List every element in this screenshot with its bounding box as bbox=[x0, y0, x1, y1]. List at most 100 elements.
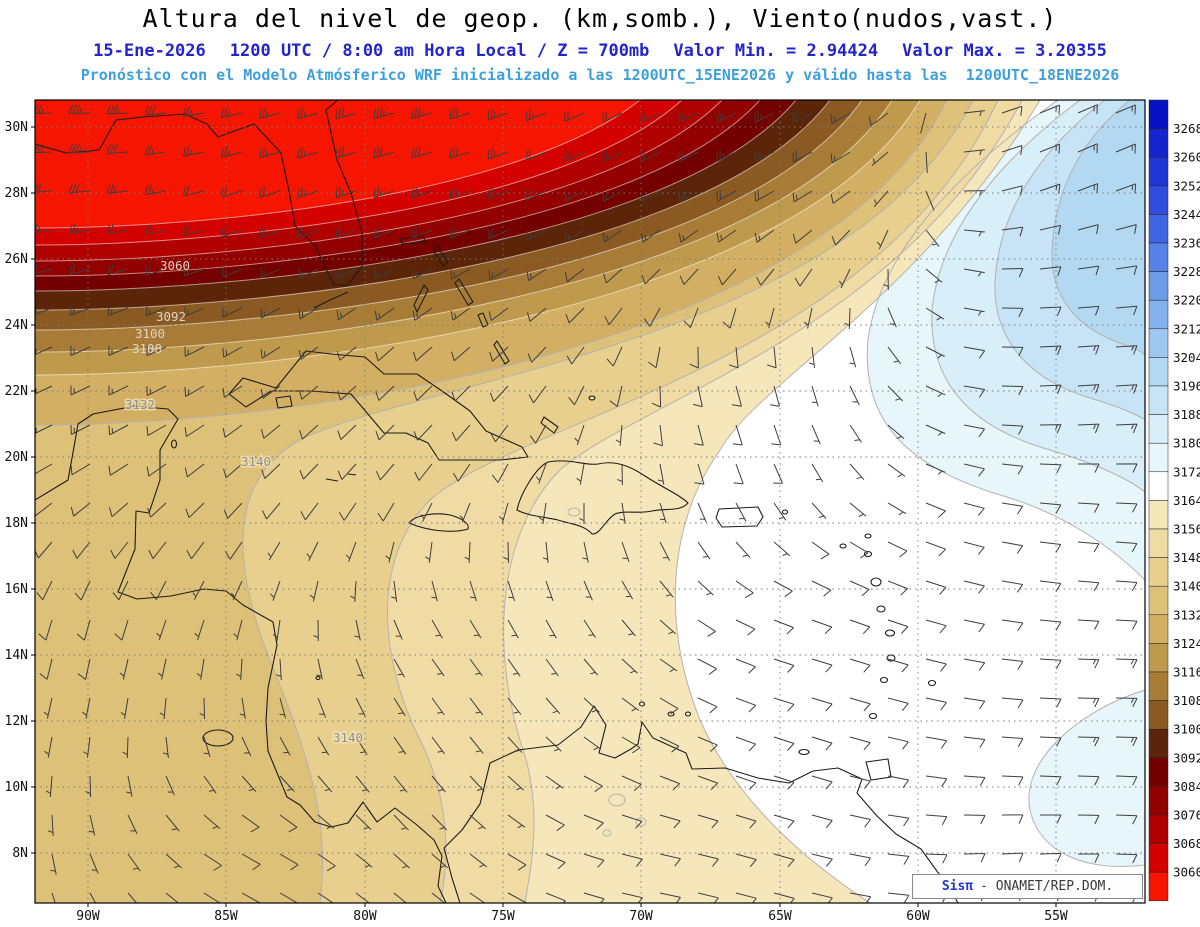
subtitle-max-value: Valor Max. = 3.20355 bbox=[902, 41, 1107, 61]
shading-bands bbox=[35, 100, 1145, 903]
colorbar-cell bbox=[1148, 500, 1169, 530]
lat-tick-label: 18N bbox=[5, 516, 28, 531]
colorbar-tick-label: 3156 bbox=[1173, 522, 1200, 537]
colorbar-cell bbox=[1148, 414, 1169, 444]
subtitle-time-level: 1200 UTC / 8:00 am Hora Local / Z = 700m… bbox=[229, 41, 650, 61]
colorbar-tick-label: 3212 bbox=[1173, 321, 1200, 336]
colorbar-tick-label: 3172 bbox=[1173, 464, 1200, 479]
colorbar-tick-label: 3220 bbox=[1173, 293, 1200, 308]
colorbar-cell bbox=[1148, 585, 1169, 616]
colorbar-tick-label: 3260 bbox=[1173, 150, 1200, 165]
lon-tick-label: 85W bbox=[214, 909, 238, 924]
lon-tick-label: 80W bbox=[353, 909, 377, 924]
colorbar-tick-label: 3196 bbox=[1173, 379, 1200, 394]
contour-label: 3132 bbox=[125, 397, 155, 412]
lon-tick-label: 60W bbox=[906, 909, 930, 924]
colorbar-tick-label: 3100 bbox=[1173, 722, 1200, 737]
lat-tick-label: 12N bbox=[5, 714, 28, 729]
colorbar-cell bbox=[1148, 99, 1169, 129]
colorbar-cell bbox=[1148, 814, 1169, 844]
colorbar-tick-label: 3108 bbox=[1173, 693, 1200, 708]
colorbar-tick-label: 3268 bbox=[1173, 121, 1200, 136]
credit-text: - ONAMET/REP.DOM. bbox=[980, 879, 1114, 894]
lon-tick-label: 90W bbox=[76, 909, 100, 924]
lat-tick-label: 20N bbox=[5, 450, 28, 465]
contour-label: 3092 bbox=[156, 309, 186, 324]
colorbar-cell bbox=[1148, 271, 1169, 301]
coastlines bbox=[35, 100, 959, 903]
colorbar-tick-label: 3244 bbox=[1173, 207, 1200, 222]
chart-subtitle-line1: 15-Ene-2026 1200 UTC / 8:00 am Hora Local… bbox=[0, 41, 1200, 61]
colorbar-tick-label: 3068 bbox=[1173, 836, 1200, 851]
lat-tick-label: 24N bbox=[5, 318, 28, 333]
colorbar-tick-label: 3060 bbox=[1173, 865, 1200, 880]
colorbar-tick-label: 3228 bbox=[1173, 264, 1200, 279]
colorbar-tick-label: 3180 bbox=[1173, 436, 1200, 451]
credit-badge: Sisπ - ONAMET/REP.DOM. bbox=[912, 874, 1143, 899]
colorbar-cell bbox=[1148, 357, 1169, 387]
chart-title: Altura del nivel de geop. (km,somb.), Vi… bbox=[142, 4, 1058, 33]
colorbar-tick-label: 3252 bbox=[1173, 178, 1200, 193]
colorbar-cell bbox=[1148, 471, 1169, 501]
contour-label: 3140 bbox=[241, 454, 271, 469]
colorbar-tick-label: 3084 bbox=[1173, 779, 1200, 794]
colorbar-tick-label: 3076 bbox=[1173, 808, 1200, 823]
lon-tick-label: 55W bbox=[1044, 909, 1068, 924]
subtitle-min-value: Valor Min. = 2.94424 bbox=[673, 41, 879, 61]
subtitle-date: 15-Ene-2026 bbox=[93, 41, 206, 61]
colorbar-cell bbox=[1148, 299, 1169, 330]
lat-tick-label: 8N bbox=[12, 846, 28, 861]
contour-label: 3060 bbox=[160, 258, 190, 273]
colorbar-tick-label: 3204 bbox=[1173, 350, 1200, 365]
colorbar-cell bbox=[1148, 328, 1169, 358]
colorbar-cell bbox=[1148, 614, 1169, 644]
wind-barbs bbox=[35, 104, 1138, 903]
map-border bbox=[34, 99, 1146, 904]
contour-label: 3108 bbox=[132, 341, 162, 356]
colorbar-cell bbox=[1148, 185, 1169, 215]
lon-tick-label: 65W bbox=[768, 909, 792, 924]
chart-subtitle-line2: Pronóstico con el Modelo Atmósferico WRF… bbox=[80, 66, 1120, 84]
sispi-logo: Sisπ bbox=[941, 879, 974, 894]
colorbar-cell bbox=[1148, 128, 1169, 158]
colorbar-tick-label: 3132 bbox=[1173, 607, 1200, 622]
lat-tick-label: 26N bbox=[5, 252, 28, 267]
colorbar-tick-label: 3148 bbox=[1173, 550, 1200, 565]
lon-tick-label: 75W bbox=[491, 909, 515, 924]
lat-tick-label: 16N bbox=[5, 582, 28, 597]
lon-tick-label: 70W bbox=[629, 909, 653, 924]
colorbar-cell bbox=[1148, 528, 1169, 558]
colorbar-cell bbox=[1148, 843, 1169, 873]
lat-tick-label: 22N bbox=[5, 384, 28, 399]
colorbar-tick-label: 3236 bbox=[1173, 236, 1200, 251]
colorbar-cell bbox=[1148, 643, 1169, 673]
colorbar-cell bbox=[1148, 385, 1169, 415]
colorbar-tick-label: 3116 bbox=[1173, 665, 1200, 680]
colorbar-tick-label: 3140 bbox=[1173, 579, 1200, 594]
colorbar-cell bbox=[1148, 242, 1169, 272]
axis-labels: 30N 28N 26N 24N 22N 20N 18N 16N 14N 12N 10N 8N 90W 85… bbox=[5, 120, 1068, 924]
colorbar-cell bbox=[1148, 728, 1169, 759]
colorbar-cell bbox=[1148, 671, 1169, 701]
lat-tick-label: 14N bbox=[5, 648, 28, 663]
colorbar-tick-label: 3124 bbox=[1173, 636, 1200, 651]
colorbar-cell bbox=[1148, 786, 1169, 816]
colorbar-cell bbox=[1148, 871, 1169, 902]
colorbar-tick-label: 3188 bbox=[1173, 407, 1200, 422]
lat-tick-label: 10N bbox=[5, 780, 28, 795]
colorbar-cell bbox=[1148, 557, 1169, 587]
colorbar-cell bbox=[1148, 442, 1169, 473]
colorbar-tick-label: 3092 bbox=[1173, 750, 1200, 765]
colorbar-tick-label: 3164 bbox=[1173, 493, 1200, 508]
colorbar-cell bbox=[1148, 757, 1169, 787]
lat-tick-label: 30N bbox=[5, 120, 28, 135]
contour-label: 3100 bbox=[135, 326, 165, 341]
contour-label: 3140 bbox=[333, 730, 363, 745]
lat-tick-label: 28N bbox=[5, 186, 28, 201]
colorbar-cell bbox=[1148, 156, 1169, 187]
colorbar: 3268 3260 3252 3244 3236 3228 3220 3212 3204 3196… bbox=[1148, 99, 1200, 902]
